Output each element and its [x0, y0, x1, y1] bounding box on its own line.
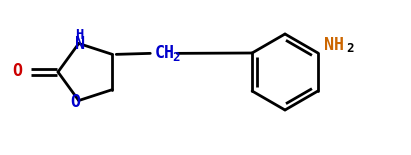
Text: CH: CH — [154, 44, 174, 62]
Text: 2: 2 — [346, 42, 353, 55]
Text: H: H — [76, 29, 84, 42]
Text: O: O — [12, 62, 22, 80]
Text: NH: NH — [324, 36, 344, 54]
Text: O: O — [71, 93, 81, 111]
Text: 2: 2 — [172, 51, 180, 64]
Text: N: N — [75, 35, 85, 53]
